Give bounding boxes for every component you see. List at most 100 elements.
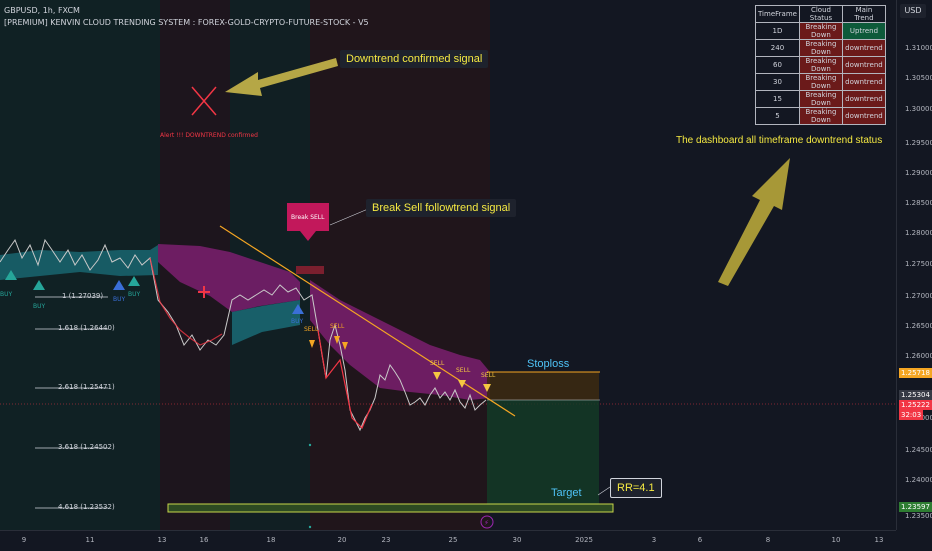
dashboard-cloud-status: Breaking Down xyxy=(798,56,843,74)
price-tick: 1.30000 xyxy=(905,105,932,113)
downtrend-confirmed-callout: Downtrend confirmed signal xyxy=(340,50,489,68)
time-tick: 25 xyxy=(448,536,458,544)
dashboard-row: 240 Breaking Down downtrend xyxy=(755,39,886,57)
replay-icon[interactable] xyxy=(480,515,494,529)
current-price-tag: 1.25222 xyxy=(899,400,932,410)
replay-icon: ⚡ xyxy=(484,519,489,527)
time-axis[interactable]: 9 11 13 16 18 20 23 25 30 2025 3 6 8 10 … xyxy=(0,530,896,551)
trendline[interactable] xyxy=(219,225,516,417)
indicator-title: [PREMIUM] KENVIN CLOUD TRENDING SYSTEM :… xyxy=(4,18,369,27)
stoploss-zone xyxy=(487,372,599,400)
buy-arrow-icon xyxy=(5,270,17,280)
price-axis[interactable]: 1.31000 1.30500 1.30000 1.29500 1.29000 … xyxy=(896,0,932,530)
time-tick: 10 xyxy=(831,536,841,544)
sell-arrow-icon xyxy=(433,372,441,380)
buy-arrow-icon xyxy=(128,276,140,286)
break-sell-badge xyxy=(287,203,329,231)
stoploss-label: Stoploss xyxy=(527,358,570,370)
sell-arrow-icon xyxy=(309,340,315,348)
price-tick: 1.24000 xyxy=(905,476,932,484)
sell-label: SELL xyxy=(330,323,345,330)
dashboard-timeframe: 1D xyxy=(755,22,800,40)
time-tick: 23 xyxy=(381,536,391,544)
price-tick: 1.26500 xyxy=(905,322,932,330)
dashboard-row: 30 Breaking Down downtrend xyxy=(755,73,886,91)
fib-label: 1.618 (1.26440) xyxy=(58,324,115,332)
break-sell-badge-label: Break SELL xyxy=(291,214,325,221)
time-tick: 16 xyxy=(199,536,209,544)
symbol-title: GBPUSD, 1h, FXCM xyxy=(4,6,80,15)
dashboard-main-trend: downtrend xyxy=(841,39,886,57)
price-chart[interactable]: ⚡ xyxy=(0,0,896,530)
alert-label: Alert !!! DOWNTREND confirmed xyxy=(160,132,258,139)
time-tick: 11 xyxy=(85,536,95,544)
dashboard-main-trend: downtrend xyxy=(841,90,886,108)
dashboard-row: 1D Breaking Down Uptrend xyxy=(755,22,886,40)
arrow-to-dashboard xyxy=(718,158,790,286)
bearish-session-band xyxy=(310,0,490,530)
dashboard-header-timeframe: TimeFrame xyxy=(755,5,800,23)
dashboard-cloud-status: Breaking Down xyxy=(798,107,843,125)
buy-arrow-icon xyxy=(292,304,304,314)
break-sell-callout: Break Sell followtrend signal xyxy=(366,199,517,217)
rr-label: RR=4.1 xyxy=(610,478,662,498)
currency-button[interactable]: USD xyxy=(900,4,926,18)
price-tick: 1.28500 xyxy=(905,199,932,207)
buy-label: BUY xyxy=(113,296,126,303)
buy-label: BUY xyxy=(291,318,304,325)
bear-cloud xyxy=(310,280,490,400)
break-sell-bar xyxy=(296,266,324,274)
dashboard-main-trend: downtrend xyxy=(841,107,886,125)
fib-label: 4.618 (1.23532) xyxy=(58,503,115,511)
price-series xyxy=(0,238,487,432)
sell-arrow-icon xyxy=(458,380,466,388)
break-sell-badge-pointer xyxy=(300,231,316,241)
dashboard-status-callout: The dashboard all timeframe downtrend st… xyxy=(676,135,883,146)
sell-label: SELL xyxy=(456,367,471,374)
connector-line xyxy=(329,208,369,226)
target-box xyxy=(167,503,614,513)
dashboard-header-trend: Main Trend xyxy=(841,5,886,23)
dashboard-cloud-status: Breaking Down xyxy=(798,22,843,40)
price-tick: 1.29500 xyxy=(905,139,932,147)
dashboard-row: 15 Breaking Down downtrend xyxy=(755,90,886,108)
dashboard-main-trend: downtrend xyxy=(841,56,886,74)
dashboard-timeframe: 5 xyxy=(755,107,800,125)
price-tick: 1.27500 xyxy=(905,260,932,268)
sell-label: SELL xyxy=(304,326,319,333)
dashboard-row: 60 Breaking Down downtrend xyxy=(755,56,886,74)
connector-line xyxy=(597,486,611,496)
time-tick: 20 xyxy=(337,536,347,544)
bull-cloud xyxy=(232,300,300,345)
dashboard-timeframe: 240 xyxy=(755,39,800,57)
chart-area[interactable]: ⚡ GBPUSD, 1h, FXCM [PREMIUM] KENVIN CLOU… xyxy=(0,0,896,530)
dashboard-cloud-status: Breaking Down xyxy=(798,73,843,91)
time-tick: 2025 xyxy=(575,536,593,544)
sell-arrow-icon xyxy=(334,336,340,344)
price-tick: 1.29000 xyxy=(905,169,932,177)
dashboard-row: 5 Breaking Down downtrend xyxy=(755,107,886,125)
buy-arrow-icon xyxy=(33,280,45,290)
countdown-tag: 32:03 xyxy=(899,410,924,420)
price-tick: 1.31000 xyxy=(905,44,932,52)
price-tick: 1.28000 xyxy=(905,229,932,237)
dashboard-timeframe: 30 xyxy=(755,73,800,91)
sell-label: SELL xyxy=(430,360,445,367)
entry-price-tag: 1.25304 xyxy=(899,390,932,400)
target-label: Target xyxy=(551,487,582,499)
dashboard-cloud-status: Breaking Down xyxy=(798,39,843,57)
time-tick: 9 xyxy=(21,536,27,544)
dashboard-timeframe: 60 xyxy=(755,56,800,74)
buy-arrow-icon xyxy=(113,280,125,290)
signal-dot xyxy=(308,443,312,447)
buy-label: BUY xyxy=(0,291,13,298)
arrow-to-signal xyxy=(225,58,338,96)
target-price-tag: 1.23597 xyxy=(899,502,932,512)
price-series-down xyxy=(317,329,373,430)
dashboard-main-trend: downtrend xyxy=(841,73,886,91)
price-tick: 1.26000 xyxy=(905,352,932,360)
trend-dashboard: TimeFrame Cloud Status Main Trend 1D Bre… xyxy=(755,5,886,125)
signal-dot xyxy=(308,525,312,529)
dashboard-header-row: TimeFrame Cloud Status Main Trend xyxy=(755,5,886,23)
time-tick: 13 xyxy=(874,536,884,544)
